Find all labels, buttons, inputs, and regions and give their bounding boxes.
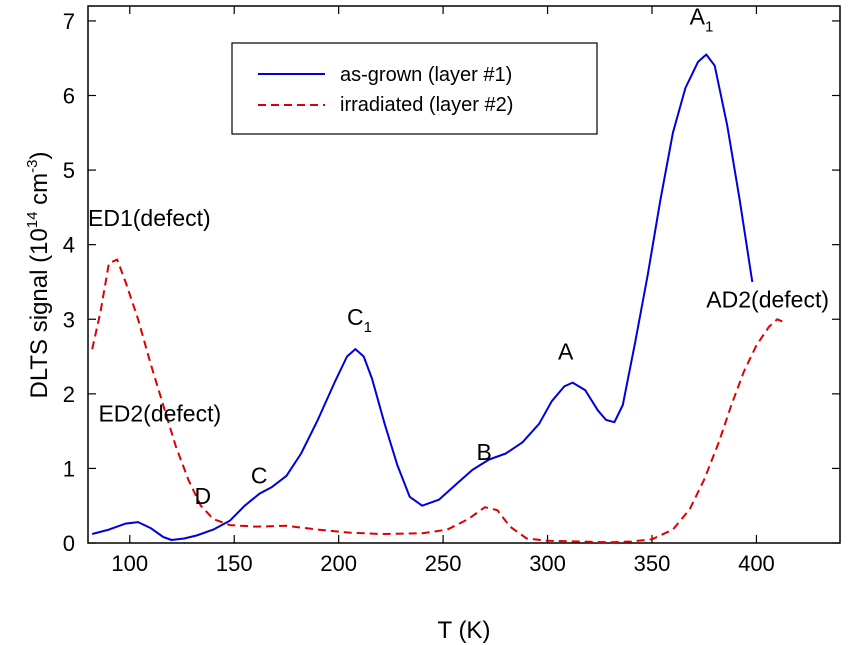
irradiated-series-line xyxy=(91,258,787,544)
x-tick-label: 100 xyxy=(111,551,148,576)
x-tick-label: 400 xyxy=(738,551,775,576)
series-layer xyxy=(91,53,787,544)
as-grown-series-line xyxy=(91,53,754,541)
x-tick-label: 250 xyxy=(425,551,462,576)
peak-annotation: ED1(defect) xyxy=(88,205,211,231)
y-tick-label: 4 xyxy=(63,233,75,258)
peak-annotation: D xyxy=(195,483,212,509)
peak-annotation: C1 xyxy=(347,304,372,336)
y-tick-label: 3 xyxy=(63,307,75,332)
plot-frame xyxy=(87,5,841,544)
peak-annotation: A xyxy=(558,339,574,365)
peak-annotation: B xyxy=(477,439,492,465)
x-tick-label: 150 xyxy=(216,551,253,576)
x-tick-label: 350 xyxy=(634,551,671,576)
y-tick-label: 6 xyxy=(63,84,75,109)
legend-label-irradiated: irradiated (layer #2) xyxy=(340,94,513,116)
x-axis-ticks: 100 150 200 250 300 350 400 xyxy=(111,6,775,576)
y-tick-label: 7 xyxy=(63,9,75,34)
x-tick-label: 300 xyxy=(529,551,566,576)
peak-annotation: AD2(defect) xyxy=(706,286,829,312)
legend-box xyxy=(231,42,598,135)
legend: as-grown (layer #1) irradiated (layer #2… xyxy=(231,42,598,135)
y-axis-label: DLTS signal (1014 cm-3) xyxy=(24,152,53,399)
y-tick-label: 1 xyxy=(63,456,75,481)
x-axis-label: T (K) xyxy=(438,617,491,644)
y-tick-label: 0 xyxy=(63,531,75,556)
x-tick-label: 200 xyxy=(320,551,357,576)
peak-annotation: A1 xyxy=(690,4,714,36)
peak-annotation: C xyxy=(251,462,268,488)
peak-annotation: ED2(defect) xyxy=(98,400,221,426)
y-axis-ticks: 0 1 2 3 4 5 6 7 xyxy=(63,9,840,556)
legend-label-as-grown: as-grown (layer #1) xyxy=(340,64,512,86)
y-tick-label: 2 xyxy=(63,382,75,407)
y-tick-label: 5 xyxy=(63,158,75,183)
